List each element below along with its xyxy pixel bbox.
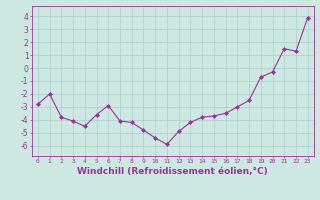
X-axis label: Windchill (Refroidissement éolien,°C): Windchill (Refroidissement éolien,°C) bbox=[77, 167, 268, 176]
